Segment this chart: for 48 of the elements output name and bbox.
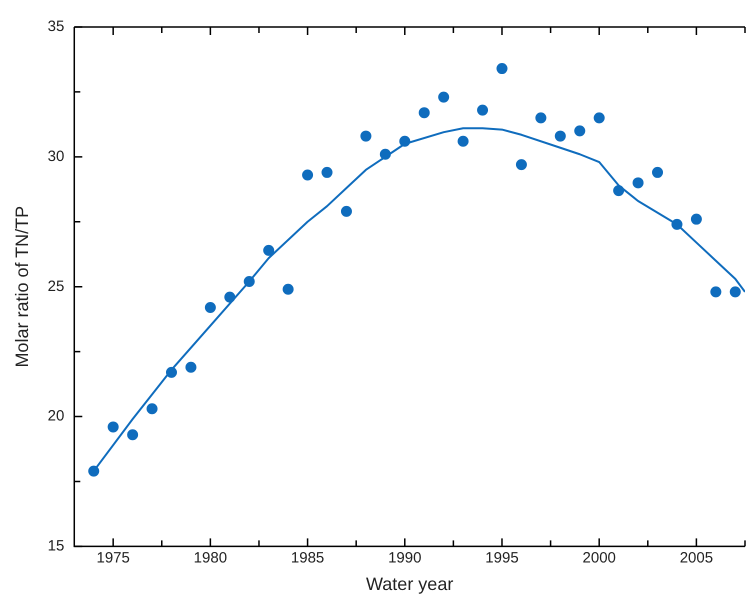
x-tick-label: 1980: [194, 550, 228, 567]
point: [146, 403, 158, 414]
x-tick-label: 2005: [680, 550, 714, 567]
point: [613, 185, 624, 196]
point: [652, 166, 664, 178]
x-axis-title: Water year: [366, 574, 454, 594]
point: [399, 136, 410, 147]
point: [690, 214, 702, 225]
point: [535, 112, 546, 124]
point: [730, 286, 741, 298]
point: [185, 362, 196, 373]
point: [127, 429, 138, 440]
y-tick-label: 30: [48, 148, 64, 165]
point: [263, 244, 274, 256]
point: [574, 125, 586, 136]
x-tick-label: 1985: [290, 550, 324, 567]
point: [516, 159, 527, 170]
point: [360, 130, 372, 142]
y-tick-label: 15: [48, 538, 64, 555]
point: [340, 206, 352, 217]
x-tick-label: 2000: [582, 550, 616, 567]
y-tick-label: 35: [48, 18, 64, 36]
point: [418, 107, 430, 118]
point: [438, 92, 450, 103]
point: [244, 276, 255, 288]
point: [632, 177, 644, 188]
point: [594, 112, 605, 124]
point: [302, 170, 314, 181]
y-tick-label: 25: [48, 278, 64, 295]
x-tick-label: 1995: [485, 550, 519, 567]
point: [671, 218, 682, 230]
y-tick-label: 20: [48, 408, 64, 425]
point: [204, 302, 216, 313]
point: [88, 466, 100, 477]
point: [322, 166, 333, 178]
point: [477, 104, 488, 116]
point: [166, 366, 177, 378]
point: [496, 63, 508, 74]
point: [108, 421, 119, 432]
x-tick-label: 1990: [388, 550, 422, 567]
point: [224, 292, 236, 303]
point: [710, 286, 722, 298]
point: [380, 148, 391, 160]
y-axis-title: Molar ratio of TN/TP: [12, 206, 32, 368]
point: [458, 136, 469, 147]
point: [282, 284, 294, 295]
point: [554, 130, 566, 142]
x-tick-label: 1975: [96, 550, 130, 567]
